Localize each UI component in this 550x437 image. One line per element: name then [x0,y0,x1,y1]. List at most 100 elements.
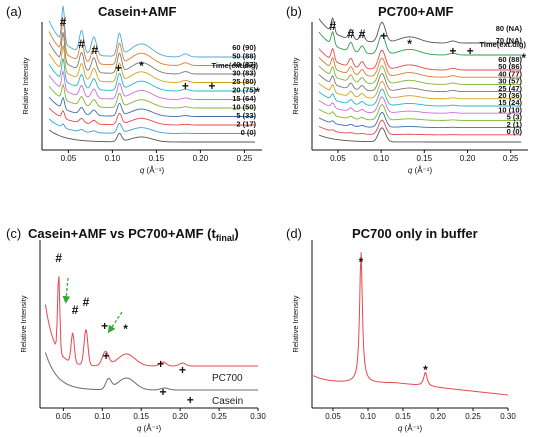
series-line [313,252,509,396]
series-line [48,69,255,100]
x-tick-label: 0.05 [56,412,72,421]
peak-marker: * [359,255,364,269]
x-axis-label: q (Å⁻¹) [140,166,165,175]
series-line [48,58,255,92]
x-tick-label: 0.15 [395,412,411,421]
legend-entry: 0 (0) [507,127,523,136]
y-axis-label: Relative Intensity [21,57,30,114]
panel-label-b: (b) [286,4,302,19]
series-line [318,16,522,44]
x-tick-label: 0.05 [330,154,346,163]
y-axis-label: Relative Intensity [291,57,300,114]
legend-entry: 30 (83) [232,69,256,78]
peak-marker: + [182,79,189,93]
x-tick-label: 0.15 [417,154,433,163]
peak-marker: # [72,303,79,317]
peak-marker: # [348,27,355,41]
x-tick-label: 0.05 [61,154,77,163]
legend-entry: 15 (64) [232,94,256,103]
series-line [318,104,522,121]
peak-marker: + [208,79,215,93]
peak-marker: + [101,319,108,333]
peak-marker: # [55,251,62,265]
legend-title: Time(ext.dig) [479,40,526,49]
x-tick-label: 0.10 [105,154,121,163]
series-line [318,80,522,100]
legend-entry: 20 (36) [498,91,522,100]
series-line [48,18,255,66]
series-line [318,73,522,93]
peak-marker: + [103,349,110,363]
series-line [318,30,522,56]
peak-marker: + [187,393,194,407]
y-axis-label: Relative Intensity [19,295,28,352]
peak-marker: # [359,27,366,41]
annotation-arrow [107,311,123,334]
series-line [318,88,522,107]
chart-panel-4: 0.05 0.10 0.15 0.20 0.25 0.30 q (Å⁻¹) Relative … [291,240,516,433]
peak-marker: * [139,59,144,73]
peak-marker: * [407,37,412,51]
series-line [48,107,255,126]
peak-marker: # [91,43,98,57]
series-line [318,127,522,143]
legend-entry: 80 (NA) [496,24,523,33]
legend-entry: 2 (1) [507,120,523,129]
legend-entry: 50 (86) [498,62,522,71]
peak-marker: * [255,85,260,99]
series-line [318,65,522,85]
annotation-arrow [62,277,71,304]
series-line [318,119,522,136]
peak-marker: # [60,15,67,29]
series-label: PC700 [212,373,243,384]
peak-marker: # [78,37,85,51]
legend-title: Time(ext.dig) [211,61,258,70]
chart-title-a: Casein+AMF [98,4,176,19]
legend-entry: 50 (88) [232,52,256,61]
peak-marker: + [179,363,186,377]
chart-panel-1: 0.05 0.10 0.15 0.20 0.25 q (Å⁻¹) Relative Inte… [21,5,262,175]
legend-entry: 60 (88) [498,55,522,64]
peak-marker: + [449,44,456,58]
legend-entry: 20 (75) [232,86,256,95]
series-line [48,83,255,109]
x-tick-label: 0.20 [193,154,209,163]
chart-panel-3: 0.05 0.10 0.15 0.20 0.25 0.30 q (Å⁻¹) Relative … [19,240,266,433]
series-line-pc700 [44,276,258,367]
peak-marker: * [521,51,526,65]
legend-entry: 15 (24) [498,98,522,107]
peak-marker: + [157,357,164,371]
x-axis-label: q (Å⁻¹) [398,424,423,433]
series-line [48,118,255,134]
legend-entry: 10 (10) [498,105,522,114]
legend-entry: 25 (80) [232,77,256,86]
series-line-casein [44,352,258,391]
x-tick-label: 0.30 [500,412,516,421]
series-line [48,32,255,75]
peak-marker: + [160,385,167,399]
legend-entry: 25 (47) [498,84,522,93]
x-tick-label: 0.30 [250,412,266,421]
legend-entry: 5 (33) [236,111,256,120]
chart-panel-2: 0.05 0.10 0.15 0.20 0.25 q (Å⁻¹) Relative Inte… [291,16,528,175]
legend-entry: 5 (3) [507,113,523,122]
legend-entry: 30 (57) [498,77,522,86]
x-axis-label: q (Å⁻¹) [137,424,162,433]
x-tick-label: 0.25 [465,412,481,421]
peak-marker: # [83,295,90,309]
x-tick-label: 0.25 [503,154,519,163]
legend-entry: 10 (50) [232,103,256,112]
series-line [318,47,522,71]
legend-entry: 70 (NA) [496,36,523,45]
peak-marker: * [423,363,428,377]
series-line [48,45,255,83]
y-axis-label: Relative Intensity [291,295,300,352]
x-tick-label: 0.25 [211,412,227,421]
chart-title-c: Casein+AMF vs PC700+AMF (tfinal) [28,226,239,243]
series-label: Casein [212,396,243,407]
legend-entry: 60 (90) [232,43,256,52]
panel-label-a: (a) [6,4,22,19]
x-tick-label: 0.20 [430,412,446,421]
peak-marker: # [329,19,336,33]
